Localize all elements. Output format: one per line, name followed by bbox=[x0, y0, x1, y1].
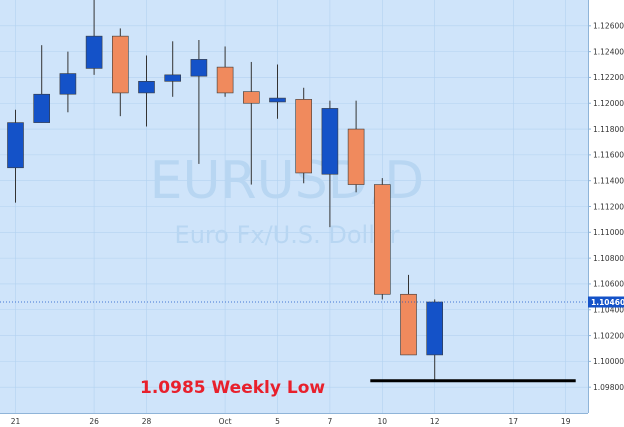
price-tick-label: 1.12600 bbox=[593, 22, 624, 31]
price-tick-label: 1.10600 bbox=[593, 280, 624, 289]
time-tick-label: 12 bbox=[430, 417, 440, 426]
candle-body-up bbox=[321, 108, 339, 175]
candle-body-down bbox=[112, 35, 129, 94]
weekly-low-annotation: 1.0985 Weekly Low bbox=[140, 378, 325, 398]
time-tick-label: Oct bbox=[219, 417, 232, 426]
candle-body-up bbox=[138, 81, 155, 94]
candles bbox=[7, 0, 444, 381]
time-tick-label: 7 bbox=[328, 417, 333, 426]
time-tick-label: 21 bbox=[11, 417, 21, 426]
time-tick-label: 26 bbox=[89, 417, 99, 426]
price-tick-label: 1.09800 bbox=[593, 383, 624, 392]
last-price-tag bbox=[588, 296, 624, 308]
candle-body-down bbox=[216, 66, 234, 94]
price-tick-label: 1.12200 bbox=[593, 73, 624, 82]
price-tick-label: 1.11200 bbox=[593, 202, 624, 211]
price-axis-ticks: 1.09800 1.10000 1.10200 1.10400 1.10600 1.108… bbox=[588, 22, 624, 392]
price-axis-background bbox=[588, 0, 624, 427]
candle-body-up bbox=[33, 93, 51, 123]
time-tick-label: 28 bbox=[142, 417, 152, 426]
price-tick-label: 1.11400 bbox=[593, 176, 624, 185]
price-tick-label: 1.10000 bbox=[593, 357, 624, 366]
time-axis-ticks: 21 26 28 Oct 5 7 10 12 17 19 bbox=[11, 417, 571, 426]
price-tick-label: 1.10400 bbox=[593, 306, 624, 315]
price-tick-label: 1.12400 bbox=[593, 47, 624, 56]
candle-body-up bbox=[190, 59, 208, 77]
price-tick-label: 1.12000 bbox=[593, 99, 624, 108]
price-tick-label: 1.11000 bbox=[593, 228, 624, 237]
candle-body-down bbox=[347, 128, 365, 185]
candle-body-down bbox=[295, 99, 313, 174]
time-tick-label: 5 bbox=[275, 417, 280, 426]
candle-body-down bbox=[373, 184, 391, 295]
candle-body-down bbox=[243, 91, 260, 104]
time-tick-label: 19 bbox=[561, 417, 571, 426]
candle-body-up bbox=[426, 301, 444, 356]
time-tick-label: 10 bbox=[378, 417, 388, 426]
price-tick-label: 1.11600 bbox=[593, 151, 624, 160]
watermark-name: Euro Fx/U.S. Dollar bbox=[175, 221, 400, 249]
price-tick-label: 1.10800 bbox=[593, 254, 624, 263]
candle-body-up bbox=[269, 97, 286, 103]
candle-body-down bbox=[400, 293, 417, 356]
candle-body-up bbox=[85, 35, 103, 69]
price-tick-label: 1.11800 bbox=[593, 125, 624, 134]
candle-body-up bbox=[7, 122, 24, 169]
time-tick-label: 17 bbox=[509, 417, 519, 426]
last-price-tag-label: 1.10460 bbox=[591, 298, 624, 307]
time-axis-background bbox=[0, 413, 588, 427]
price-tick-label: 1.10200 bbox=[593, 331, 624, 340]
candle-body-up bbox=[59, 73, 77, 95]
candle-body-up bbox=[164, 74, 181, 82]
